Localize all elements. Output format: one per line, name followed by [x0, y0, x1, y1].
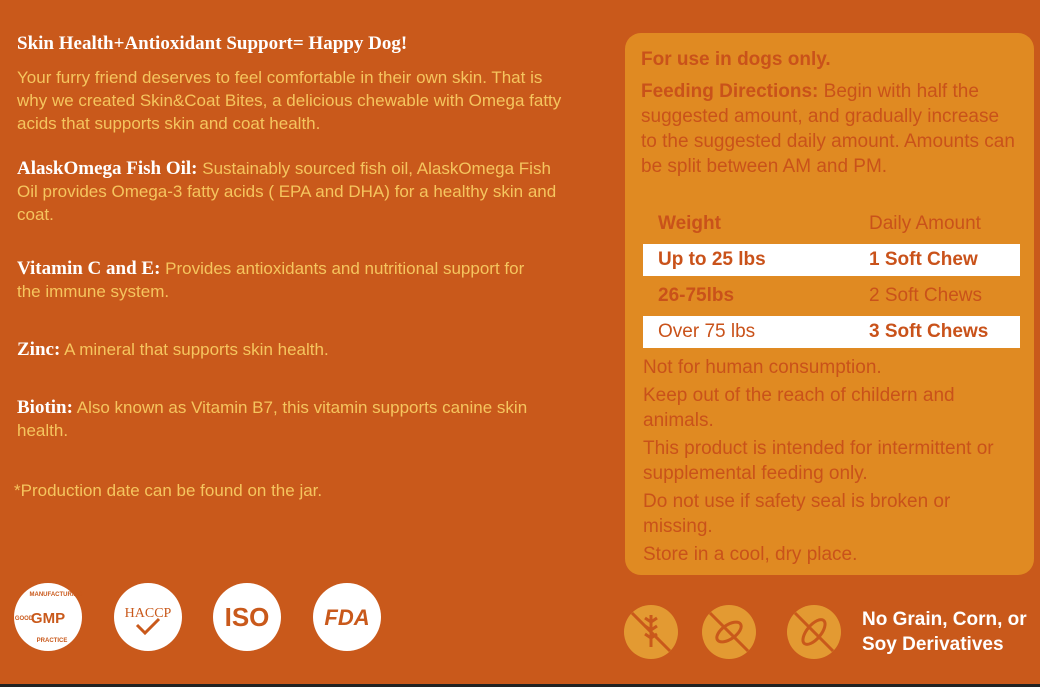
section-text: Also known as Vitamin B7, this vitamin s… — [17, 398, 528, 440]
note: Keep out of the reach of childern and an… — [643, 385, 955, 431]
table-row: Over 75 lbs 3 Soft Chews — [643, 316, 1020, 348]
badge — [114, 583, 182, 651]
note: Store in a cool, dry place. — [643, 544, 858, 565]
badge-label: ISO — [225, 602, 270, 632]
note: Not for human consumption. — [643, 357, 882, 378]
cell: Weight — [658, 213, 721, 234]
cell: 26-75lbs — [658, 285, 735, 306]
table-header: Weight Daily Amount — [643, 208, 1020, 240]
note: Do not use if safety seal is broken or m… — [643, 491, 951, 537]
warning: For use in dogs only. — [641, 49, 831, 70]
section-heading: Vitamin C and E: — [17, 258, 161, 279]
free-from-text: No Grain, Corn, or Soy Derivatives — [862, 609, 1027, 655]
section-heading: Biotin: — [17, 397, 73, 418]
section-text: Sustainably sourced fish oil, AlaskOmega… — [17, 159, 557, 224]
section: Zinc: A mineral that supports skin healt… — [17, 338, 557, 361]
badge-ring: PRACTICE — [37, 638, 68, 644]
directions-panel — [625, 33, 1034, 575]
badge-ring: MANUFACTURING — [30, 592, 83, 598]
cell: 2 Soft Chews — [869, 285, 982, 306]
directions-label: Feeding Directions: — [641, 81, 819, 102]
cell: 1 Soft Chew — [869, 249, 978, 270]
directions: Feeding Directions: Begin with half the … — [641, 79, 1016, 179]
section-text: A mineral that supports skin health. — [64, 340, 329, 359]
cell: 3 Soft Chews — [869, 321, 989, 342]
section-heading: AlaskOmega Fish Oil: — [17, 158, 198, 179]
badge-label: FDA — [324, 605, 369, 630]
cell: Daily Amount — [869, 213, 981, 234]
section: Vitamin C and E: Provides antioxidants a… — [17, 257, 537, 303]
badge — [213, 583, 281, 651]
section-heading: Zinc: — [17, 339, 61, 360]
free-from-icons — [624, 605, 841, 659]
badge — [313, 583, 381, 651]
title: Skin Health+Antioxidant Support= Happy D… — [17, 33, 408, 54]
bottom-border — [0, 684, 1040, 687]
table-row: 26-75lbs 2 Soft Chews — [643, 280, 1020, 312]
footnote: *Production date can be found on the jar… — [14, 481, 323, 500]
badges: GMP MANUFACTURING GOOD PRACTICE HACCP IS… — [14, 583, 381, 651]
cell: Up to 25 lbs — [658, 249, 766, 270]
badge-ring: GOOD — [15, 616, 34, 622]
section: Biotin: Also known as Vitamin B7, this v… — [17, 396, 537, 442]
badge — [14, 583, 82, 651]
section-text: Provides antioxidants and nutritional su… — [17, 259, 525, 301]
section: AlaskOmega Fish Oil: Sustainably sourced… — [17, 157, 557, 226]
badge-label: GMP — [31, 610, 65, 627]
notes: Not for human consumption. Keep out of t… — [643, 355, 1023, 567]
badge-label: HACCP — [125, 606, 172, 621]
directions-text: Begin with half the suggested amount, an… — [641, 81, 1015, 177]
intro: Your furry friend deserves to feel comfo… — [17, 68, 562, 133]
cell: Over 75 lbs — [658, 321, 756, 342]
table-row: Up to 25 lbs 1 Soft Chew — [643, 244, 1020, 276]
note: This product is intended for intermitten… — [643, 438, 994, 484]
